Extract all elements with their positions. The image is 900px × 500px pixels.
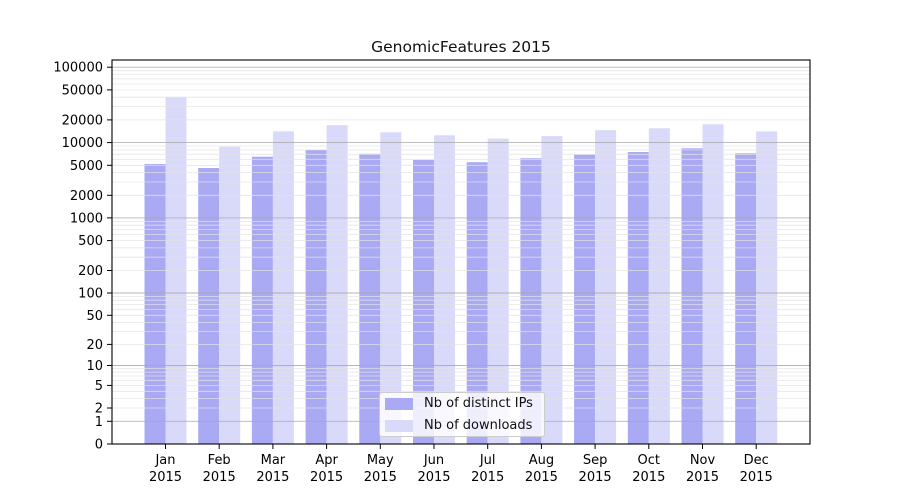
y-tick-label: 1000 <box>70 211 103 226</box>
legend-label-distinct-ips: Nb of distinct IPs <box>424 396 533 411</box>
distinct-ips-bar-apr <box>305 149 327 444</box>
downloads-bar-jul <box>487 138 509 444</box>
distinct-ips-bar-jul <box>466 162 488 444</box>
y-tick-label: 1 <box>95 415 103 430</box>
y-tick-label: 20 <box>86 338 103 353</box>
x-tick-label-feb: Feb 2015 <box>203 453 236 485</box>
x-tick-label-aug: Aug 2015 <box>525 453 558 485</box>
y-tick-label: 2000 <box>70 189 103 204</box>
legend-entry-downloads: Nb of downloads <box>385 418 538 433</box>
distinct-ips-bar-may <box>359 153 381 445</box>
y-tick-label: 2 <box>95 402 103 417</box>
legend-swatch-downloads <box>385 419 413 432</box>
x-tick-label-jul: Jul 2015 <box>471 453 504 485</box>
distinct-ips-bar-oct <box>627 152 649 444</box>
x-tick-label-oct: Oct 2015 <box>632 453 665 485</box>
x-axis: Jan 2015 Feb 2015 Mar 2015 Apr 2015 May 2015 Jun 20… <box>149 444 773 485</box>
legend-label-downloads: Nb of downloads <box>424 418 533 433</box>
gridlines-group <box>112 66 810 422</box>
legend-swatch-distinct-ips <box>385 397 413 410</box>
y-tick-label: 50000 <box>62 83 103 98</box>
downloads-bar-apr <box>326 125 348 444</box>
y-tick-label: 50 <box>86 309 103 324</box>
downloads-bar-sep <box>595 130 617 444</box>
x-tick-label-dec: Dec 2015 <box>740 453 773 485</box>
distinct-ips-bar-sep <box>574 154 596 444</box>
distinct-ips-bar-dec <box>735 153 757 445</box>
x-tick-label-jun: Jun 2015 <box>417 453 450 485</box>
chart-title: GenomicFeatures 2015 <box>371 38 551 56</box>
x-tick-label-mar: Mar 2015 <box>256 453 289 485</box>
distinct-ips-bar-jun <box>413 159 434 444</box>
downloads-bar-jun <box>434 135 455 445</box>
plot-border <box>111 59 811 445</box>
downloads-bar-nov <box>702 124 724 445</box>
y-tick-label: 10 <box>86 359 103 374</box>
y-tick-label: 5000 <box>70 159 103 174</box>
downloads-bar-mar <box>272 131 294 444</box>
y-tick-label: 200 <box>78 264 103 279</box>
y-tick-label: 20000 <box>62 113 103 128</box>
downloads-bar-dec <box>756 131 778 444</box>
y-tick-label: 10000 <box>62 136 103 151</box>
y-tick-label: 100 <box>78 287 103 302</box>
x-tick-label-may: May 2015 <box>364 453 397 485</box>
downloads-bar-feb <box>219 146 241 445</box>
downloads-bar-may <box>380 132 402 445</box>
legend-entry-distinct-ips: Nb of distinct IPs <box>385 396 538 411</box>
y-tick-label: 500 <box>78 234 103 249</box>
distinct-ips-bar-feb <box>198 168 220 444</box>
downloads-bar-oct <box>648 128 670 445</box>
x-tick-label-apr: Apr 2015 <box>310 453 343 485</box>
downloads-bar-aug <box>541 136 563 444</box>
y-tick-label: 5 <box>95 379 103 394</box>
distinct-ips-bar-jan <box>144 164 166 444</box>
y-tick-label: 0 <box>95 438 103 453</box>
legend: Nb of distinct IPs Nb of downloads <box>379 392 545 437</box>
x-tick-label-nov: Nov 2015 <box>686 453 719 485</box>
y-tick-label: 100000 <box>53 61 103 76</box>
x-tick-label-jan: Jan 2015 <box>149 453 182 485</box>
y-axis: 0 12 5 10 20 50 100 200 500 1000 2000 5000 10000 2000… <box>53 61 112 453</box>
x-tick-label-sep: Sep 2015 <box>579 453 612 485</box>
